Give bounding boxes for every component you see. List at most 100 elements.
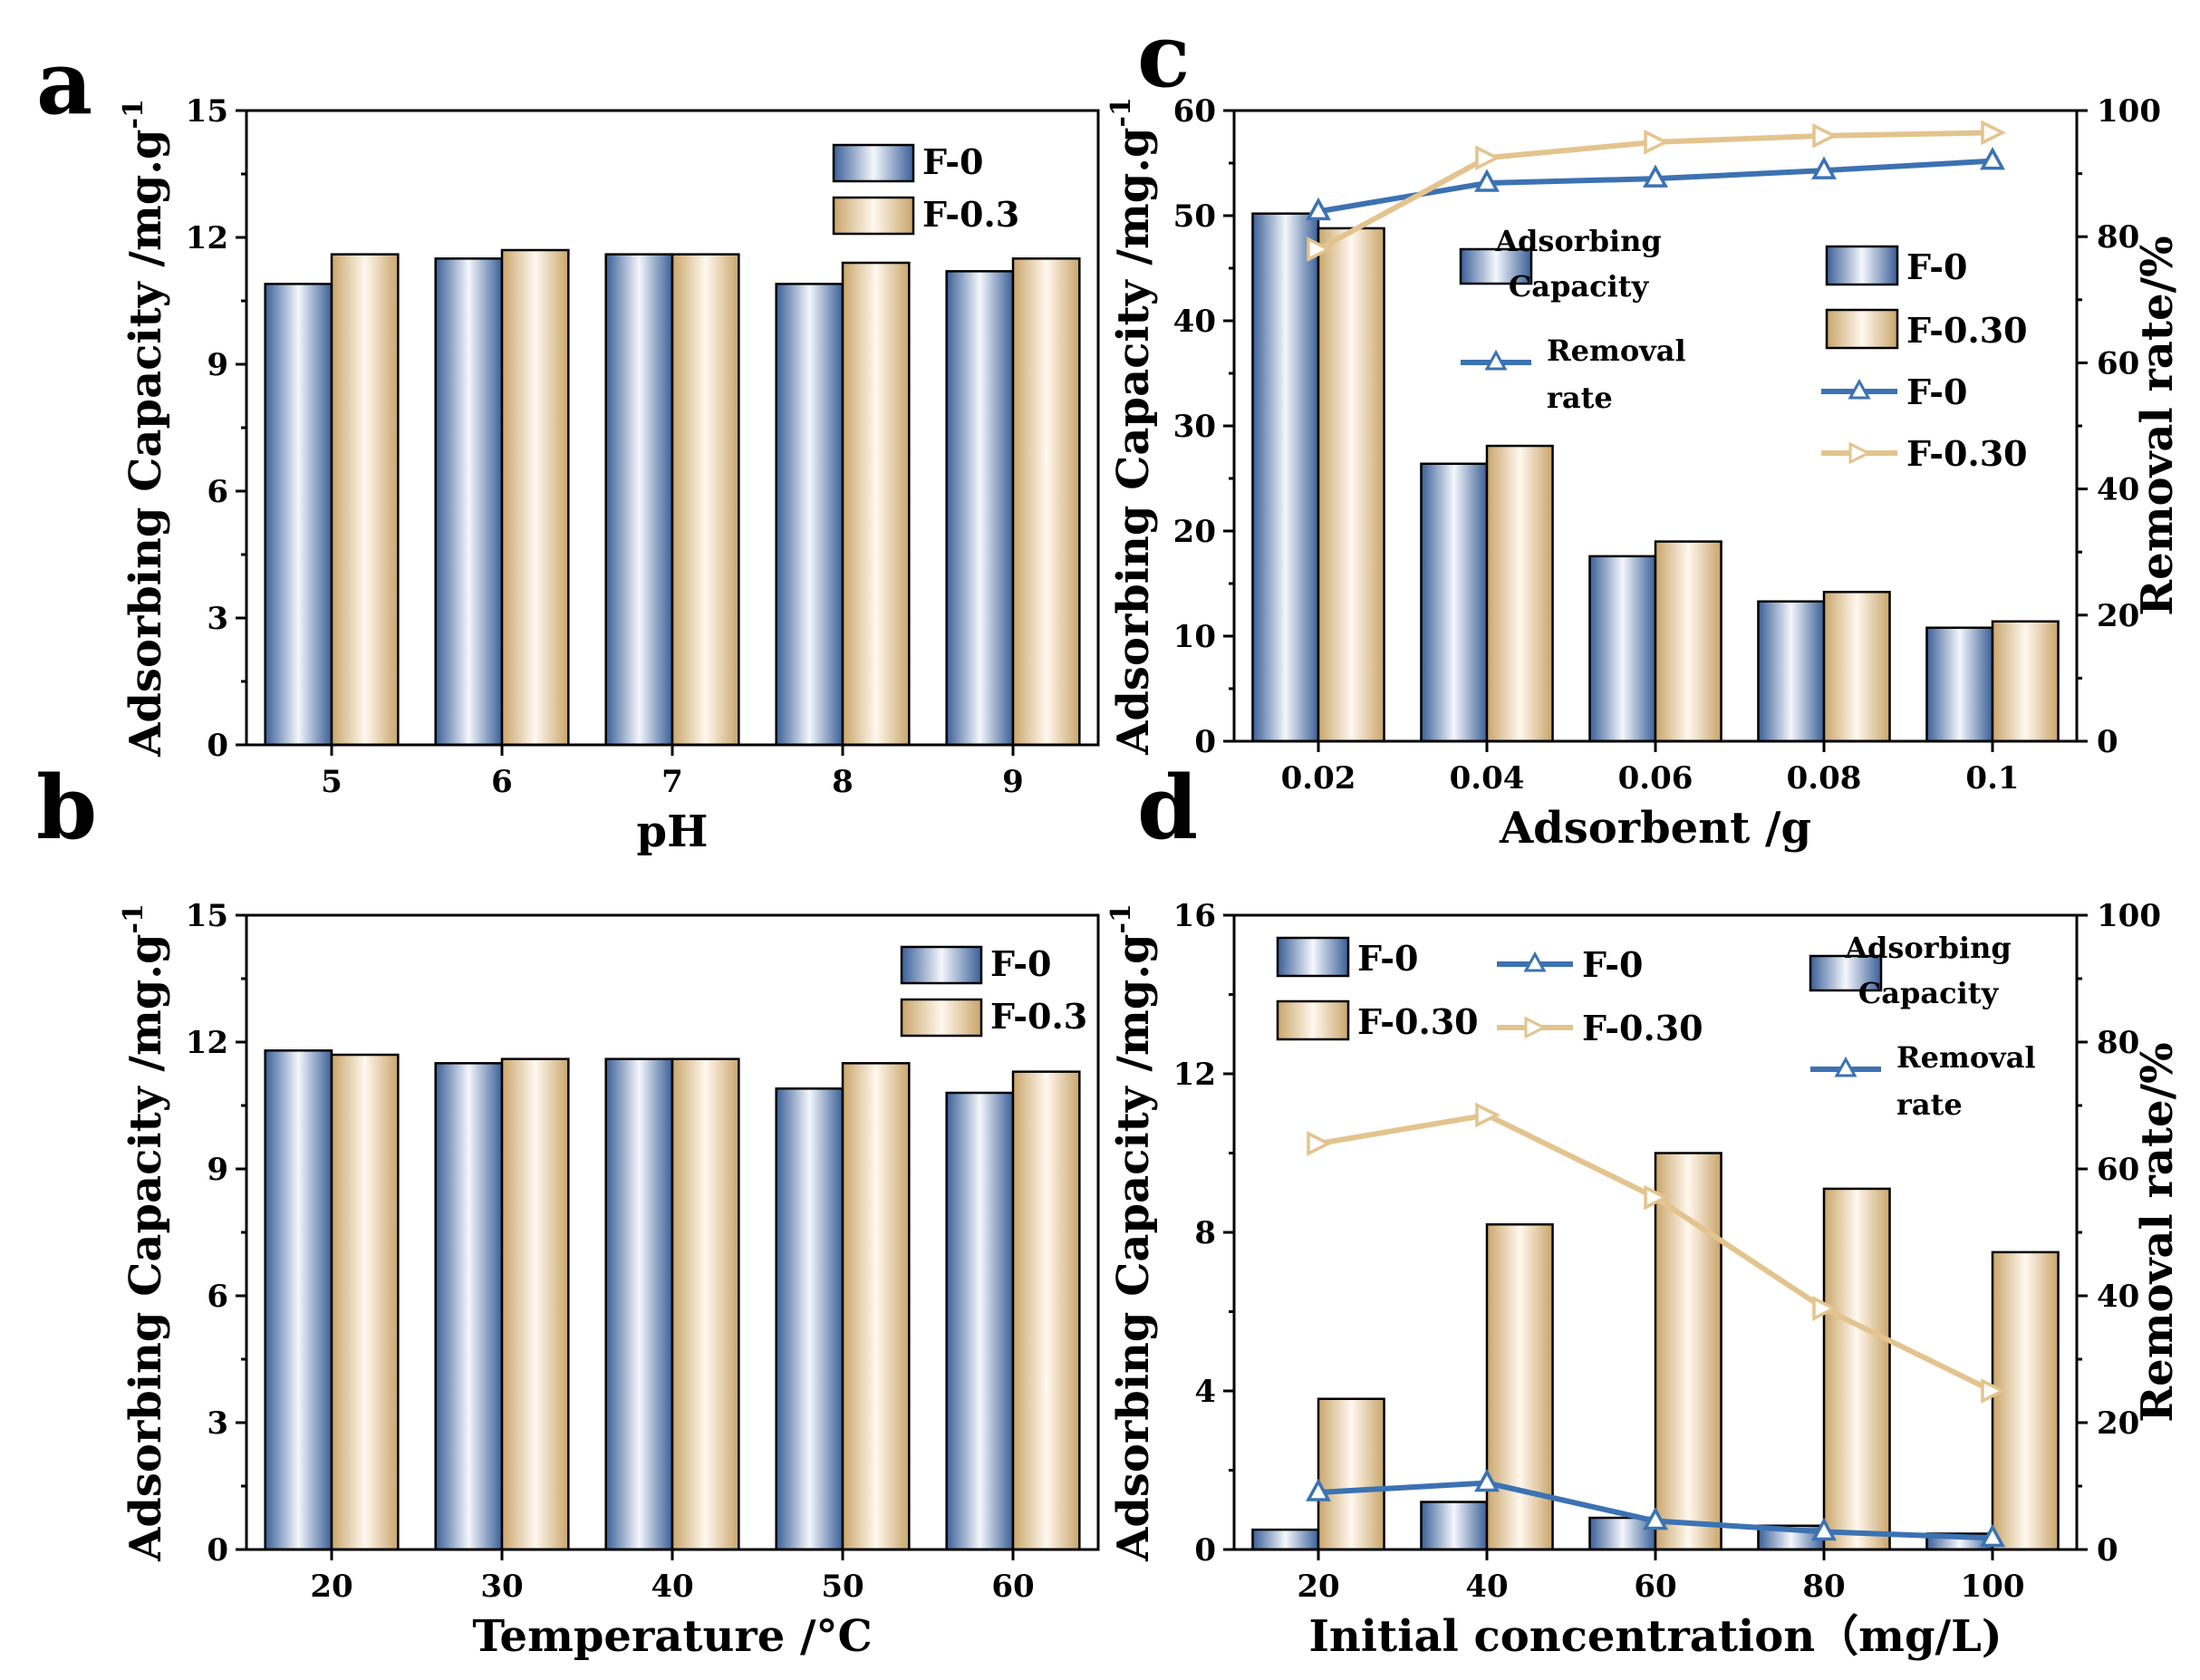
ytick-label-d-3: 12 <box>1173 1057 1216 1093</box>
xtick-label-a-0: 5 <box>321 764 343 800</box>
bar-b-f0-4 <box>945 1091 1015 1551</box>
point-c-f030-0 <box>1307 237 1332 262</box>
xaxis-title-b: Temperature /°C <box>472 1611 872 1662</box>
panel-letter-c: c <box>1137 5 1190 107</box>
legend-desc-capacity-1-c: Adsorbing <box>1494 224 1662 258</box>
point-d-f0-2 <box>1643 1506 1668 1530</box>
ytick-label-a-4: 12 <box>186 220 228 256</box>
bar-c-f0-4 <box>1925 626 1994 743</box>
yaxis-title-d: Adsorbing Capacity /mg.g-1 <box>1105 903 1159 1562</box>
bar-c-f030-0 <box>1317 227 1385 743</box>
xtick-label-b-0: 20 <box>310 1569 352 1605</box>
bar-a-f030-3 <box>841 261 911 747</box>
ytick-label-b-5: 15 <box>186 898 228 934</box>
legend-desc-removal-1-d: Removal <box>1896 1040 2036 1075</box>
legend-marker-d-2 <box>1523 951 1547 972</box>
point-c-f030-4 <box>1981 120 2006 146</box>
legend-label-a-1: F-0.3 <box>922 194 1019 235</box>
bar-c-f030-2 <box>1654 540 1722 743</box>
legend-swatch-d-0 <box>1276 936 1350 978</box>
yaxis-title-sup-d: -1 <box>1105 903 1137 933</box>
ytick-label-a-0: 0 <box>207 728 228 764</box>
legend-marker-c-3 <box>1848 441 1872 465</box>
legend-swatch-b-1 <box>900 998 983 1038</box>
bar-c-f0-2 <box>1588 555 1657 743</box>
ytick-label-b-2: 6 <box>207 1279 228 1315</box>
point-c-f0-1 <box>1474 169 1500 192</box>
point-c-f030-2 <box>1644 129 1669 155</box>
point-d-f030-1 <box>1475 1102 1500 1128</box>
bar-d-f030-1 <box>1485 1223 1554 1551</box>
yaxis-title-c: Adsorbing Capacity /mg.g-1 <box>1105 97 1159 756</box>
legend-desc-capacity-2-d: Capacity <box>1858 976 2000 1010</box>
y2tick-label-d-0: 0 <box>2097 1532 2118 1569</box>
bar-b-f0-3 <box>775 1087 844 1551</box>
yaxis-title-sup-a: -1 <box>118 99 150 129</box>
bar-d-f0-2 <box>1588 1516 1657 1551</box>
ytick-label-c-2: 20 <box>1173 514 1216 550</box>
ytick-label-a-2: 6 <box>207 474 228 510</box>
chart-b: 0 3 6 9 12 15 20 30 40 50 60 Temperature /°C Adsorbi… <box>118 898 1100 1662</box>
bar-a-f030-4 <box>1011 257 1081 747</box>
legend-swatch-d-1 <box>1276 999 1350 1041</box>
point-d-f030-3 <box>1812 1296 1838 1321</box>
point-d-f0-1 <box>1474 1468 1500 1492</box>
point-d-f0-0 <box>1306 1478 1331 1501</box>
panel-letter-a: a <box>36 32 92 134</box>
xtick-label-b-1: 30 <box>480 1569 523 1605</box>
legend-desc-removal-1-c: Removal <box>1547 333 1686 368</box>
panel-letter-b: b <box>36 757 97 859</box>
bar-d-f030-0 <box>1317 1397 1385 1551</box>
ytick-label-b-4: 12 <box>186 1025 228 1061</box>
point-c-f0-0 <box>1306 197 1331 221</box>
bar-a-f030-2 <box>671 253 740 747</box>
bar-b-f0-0 <box>264 1049 333 1551</box>
xtick-label-d-1: 40 <box>1465 1569 1508 1605</box>
legend-marker-c-2 <box>1848 378 1871 400</box>
legend-desc-swatch-capacity-c <box>1459 247 1533 285</box>
legend-desc-capacity-2-c: Capacity <box>1509 269 1650 304</box>
ytick-label-a-5: 15 <box>186 93 228 130</box>
y2axis-title-c: Removal rate/% <box>2132 236 2183 615</box>
ytick-label-b-3: 9 <box>207 1152 228 1188</box>
xtick-label-a-3: 8 <box>832 764 854 800</box>
bar-b-f030-0 <box>330 1053 400 1551</box>
bar-b-f030-4 <box>1011 1070 1081 1551</box>
bar-d-f0-0 <box>1251 1528 1320 1551</box>
ytick-label-a-1: 3 <box>207 601 228 637</box>
point-d-f0-4 <box>1980 1523 2005 1548</box>
bar-a-f0-3 <box>775 283 844 747</box>
chart-c: 0 10 20 30 40 50 60 0 20 40 60 80 100 0.02 0.04 0.06 0.0… <box>1105 93 2183 854</box>
yaxis-title-text-b: Adsorbing Capacity /mg.g <box>121 933 171 1561</box>
xtick-label-c-0: 0.02 <box>1281 760 1356 797</box>
bar-b-f0-2 <box>604 1057 674 1551</box>
ytick-label-c-0: 0 <box>1194 724 1216 760</box>
bar-c-f0-1 <box>1420 462 1489 743</box>
point-c-f0-2 <box>1643 164 1668 188</box>
xtick-label-b-2: 40 <box>651 1569 693 1605</box>
y2tick-label-d-4: 80 <box>2097 1025 2139 1061</box>
bar-c-f030-3 <box>1822 591 1891 743</box>
bar-b-f030-2 <box>671 1057 740 1551</box>
y2tick-label-c-5: 100 <box>2097 93 2161 130</box>
ytick-label-c-5: 50 <box>1173 198 1216 235</box>
bar-a-f0-4 <box>945 270 1015 747</box>
y2tick-label-c-3: 60 <box>2097 345 2139 381</box>
yaxis-title-b: Adsorbing Capacity /mg.g-1 <box>118 903 171 1562</box>
legend-marker-d-3 <box>1524 1016 1548 1039</box>
xtick-label-d-0: 20 <box>1297 1569 1339 1605</box>
ytick-label-c-4: 40 <box>1173 304 1216 340</box>
y2tick-label-d-5: 100 <box>2097 898 2161 934</box>
xtick-label-d-3: 80 <box>1802 1569 1845 1605</box>
xtick-label-b-4: 60 <box>991 1569 1034 1605</box>
legend-desc-marker-removal-d <box>1834 1056 1857 1077</box>
legend-label-d-1: F-0.30 <box>1357 1001 1479 1042</box>
y2tick-label-c-0: 0 <box>2097 724 2118 760</box>
bar-b-f030-1 <box>500 1057 570 1551</box>
ytick-label-d-4: 16 <box>1173 898 1216 934</box>
legend-desc-removal-2-d: rate <box>1896 1087 1963 1122</box>
point-d-f0-3 <box>1811 1517 1837 1541</box>
xaxis-title-c: Adsorbent /g <box>1499 803 1811 854</box>
legend-desc-capacity-1-d: Adsorbing <box>1844 931 2012 965</box>
